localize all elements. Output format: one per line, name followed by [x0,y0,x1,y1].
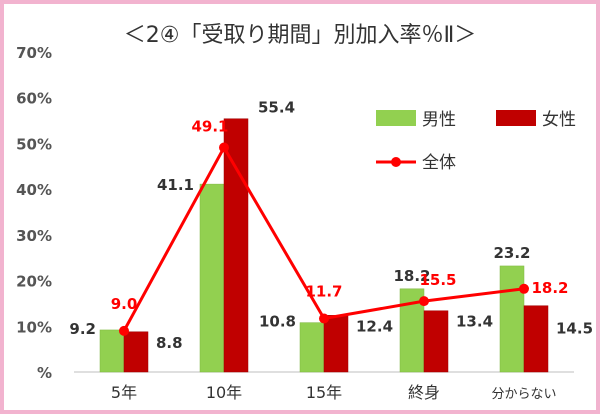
y-tick-label: 60% [16,90,52,108]
marker-total [519,283,529,294]
data-label-total: 11.7 [305,283,342,301]
data-label-female: 14.5 [556,320,593,338]
bar-male [499,265,525,373]
bar-female [323,315,349,373]
y-tick-label: 70% [16,44,52,62]
line-group [119,142,529,336]
x-tick-label: 5年 [111,383,137,402]
x-tick-label: 15年 [306,383,342,402]
data-label-total: 49.1 [191,118,228,136]
y-tick-label: 10% [16,318,52,336]
bar-female [223,118,249,373]
legend-swatch-female [496,110,536,126]
y-tick-label: 20% [16,273,52,291]
data-label-female: 13.4 [456,313,493,331]
legend-swatch-total-marker [391,157,401,167]
data-label-female: 12.4 [356,317,393,335]
legend-label-male: 男性 [422,110,456,130]
data-labels-group: 9.241.110.818.223.28.855.412.4 13.4 14.59.… [69,99,593,352]
bar-male [199,183,225,373]
data-label-male: 9.2 [69,320,96,338]
bars-group [99,118,549,373]
data-label-female: 8.8 [156,334,183,352]
bar-female [423,310,449,373]
bar-male [299,322,325,373]
y-tick-label: 40% [16,181,52,199]
marker-total [419,296,429,307]
x-tick-label: 10年 [206,383,242,402]
chart-svg: ＜2④「受取り期間」別加入率％Ⅱ＞ % 10% 20% 30% 40% 50% 60% 70%… [16,23,593,402]
y-tick-label: 50% [16,135,52,153]
chart-title: ＜2④「受取り期間」別加入率％Ⅱ＞ [124,23,477,48]
x-axis: 5年 10年 15年 終身 分からない [74,371,574,402]
legend-swatch-male [376,110,416,126]
data-label-female: 55.4 [258,99,295,117]
data-label-male: 18.2 [393,267,430,285]
data-label-male: 41.1 [157,176,194,194]
x-tick-label: 分からない [491,387,556,402]
bar-female [123,331,149,373]
marker-total [219,142,229,153]
x-tick-label: 終身 [408,383,440,402]
bar-female [523,305,549,373]
data-label-total: 18.2 [531,279,568,297]
marker-total [319,313,329,324]
data-label-male: 23.2 [493,244,530,262]
y-tick-label: 30% [16,227,52,245]
line-total [122,144,525,332]
legend-label-female: 女性 [542,110,576,130]
data-label-total: 15.5 [419,271,456,289]
y-axis: % 10% 20% 30% 40% 50% 60% 70% [16,44,52,382]
data-label-total: 9.0 [111,295,138,313]
y-tick-label: % [37,364,52,382]
legend: 男性 女性 全体 [376,110,576,173]
marker-total [119,325,129,336]
legend-label-total: 全体 [422,153,456,173]
data-label-male: 10.8 [259,313,296,331]
bar-male [99,329,125,373]
